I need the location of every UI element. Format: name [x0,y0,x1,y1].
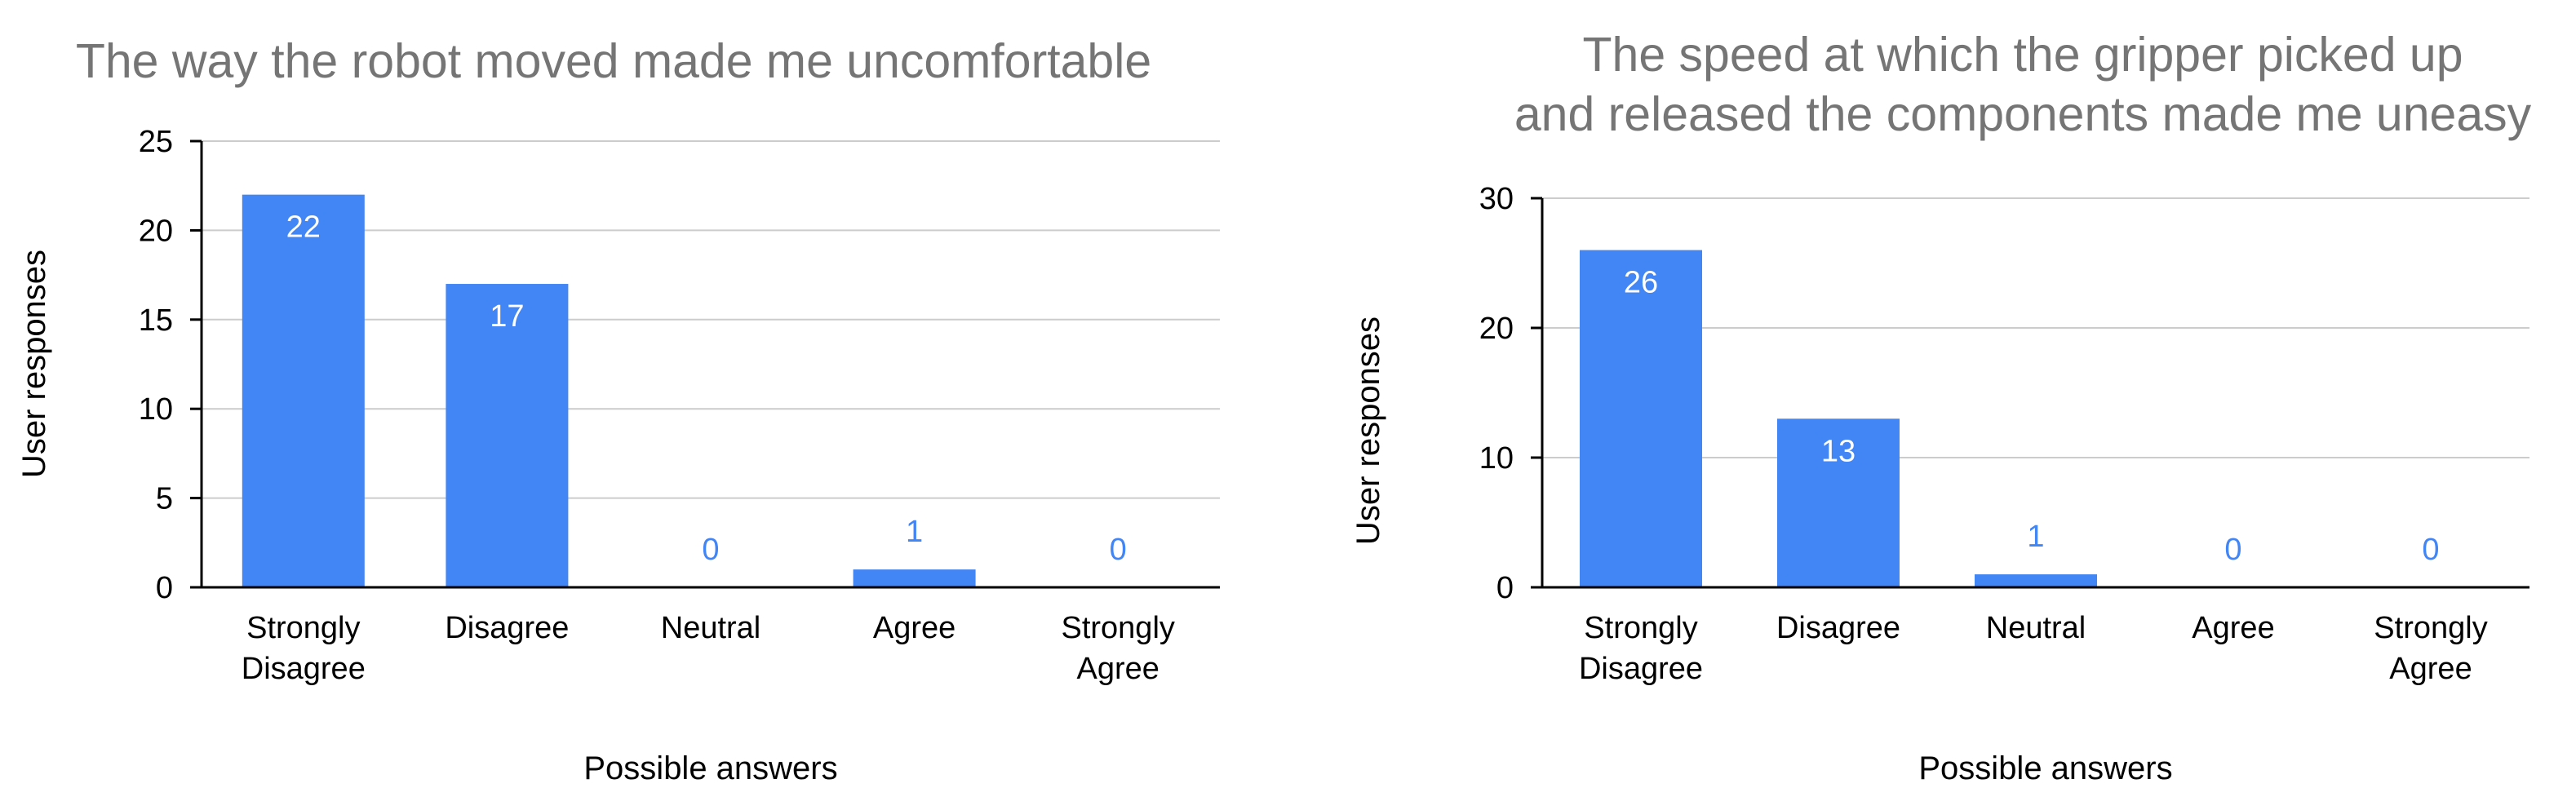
data-label: 22 [286,210,321,245]
x-tick-label: Neutral [1986,611,2086,645]
data-label: 0 [2422,533,2439,567]
y-tick-label: 20 [1479,312,1514,346]
x-tick-label: Disagree [242,652,366,686]
x-axis-label: Possible answers [1918,750,2172,786]
x-tick-label: Agree [2192,611,2274,645]
chart-title-line: The way the robot moved made me uncomfor… [76,34,1151,88]
chart-title-line: The speed at which the gripper picked up [1582,28,2463,82]
chart-title-line: and released the components made me unea… [1514,87,2532,141]
x-tick-label: Strongly [1061,611,1174,645]
chart-robot-movement: The way the robot moved made me uncomfor… [16,34,1220,786]
y-tick-label: 10 [1479,441,1514,476]
bar [1975,574,2097,587]
y-axis-label: User responses [1350,316,1386,545]
data-label: 0 [1110,533,1127,567]
data-label: 17 [490,299,524,334]
x-tick-label: Neutral [661,611,761,645]
x-tick-label: Agree [873,611,955,645]
y-tick-label: 0 [1496,571,1514,605]
y-tick-label: 15 [139,303,173,338]
data-label: 26 [1624,266,1658,300]
x-tick-label: Disagree [1776,611,1900,645]
x-tick-label: Strongly [1584,611,1697,645]
x-tick-label: Strongly [2374,611,2487,645]
x-tick-label: Agree [2389,652,2472,686]
bar [853,569,976,587]
x-tick-label: Strongly [246,611,360,645]
x-tick-label: Disagree [1579,652,1703,686]
y-axis-label: User responses [16,250,52,478]
data-label: 1 [2027,520,2044,554]
x-tick-label: Agree [1076,652,1159,686]
bar [1580,250,1702,587]
bar [1777,418,1900,587]
x-tick-label: Disagree [445,611,569,645]
data-label: 1 [906,515,923,549]
y-tick-label: 20 [139,214,173,248]
chart-gripper-speed: The speed at which the gripper picked up… [1350,28,2532,786]
bar [446,284,569,587]
y-tick-label: 10 [139,392,173,427]
y-tick-label: 25 [139,125,173,159]
y-tick-label: 5 [156,482,173,516]
data-label: 0 [2224,533,2241,567]
y-tick-label: 30 [1479,182,1514,216]
y-tick-label: 0 [156,571,173,605]
x-axis-label: Possible answers [583,750,837,786]
data-label: 13 [1821,434,1856,468]
data-label: 0 [702,533,719,567]
bar [242,194,365,587]
